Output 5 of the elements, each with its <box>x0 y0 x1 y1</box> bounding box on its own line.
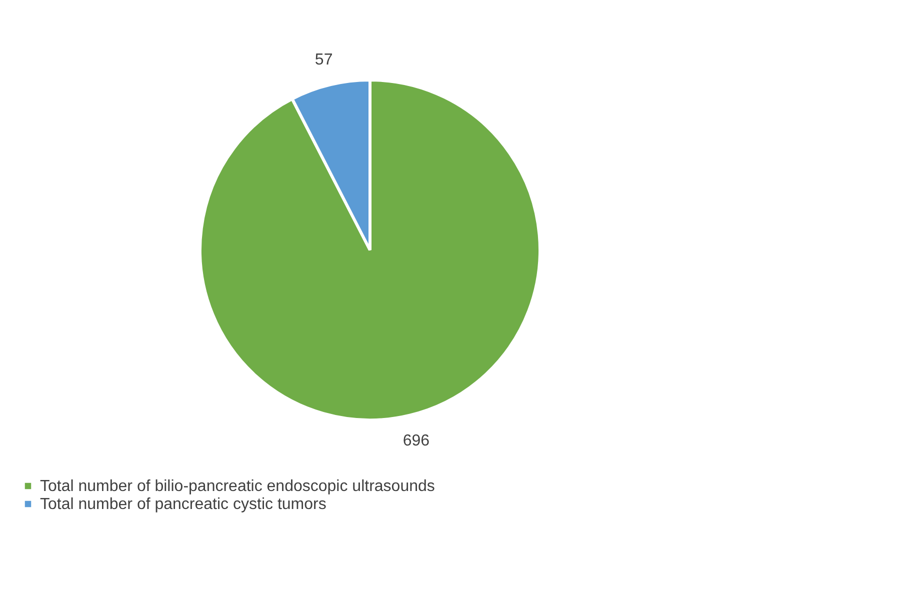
legend-label: Total number of bilio-pancreatic endoscopic ultrasounds <box>40 478 435 495</box>
legend-label: Total number of pancreatic cystic tumors <box>40 496 326 513</box>
data-label: 696 <box>402 432 430 450</box>
data-label: 57 <box>314 52 333 69</box>
pie-slice <box>198 78 542 422</box>
